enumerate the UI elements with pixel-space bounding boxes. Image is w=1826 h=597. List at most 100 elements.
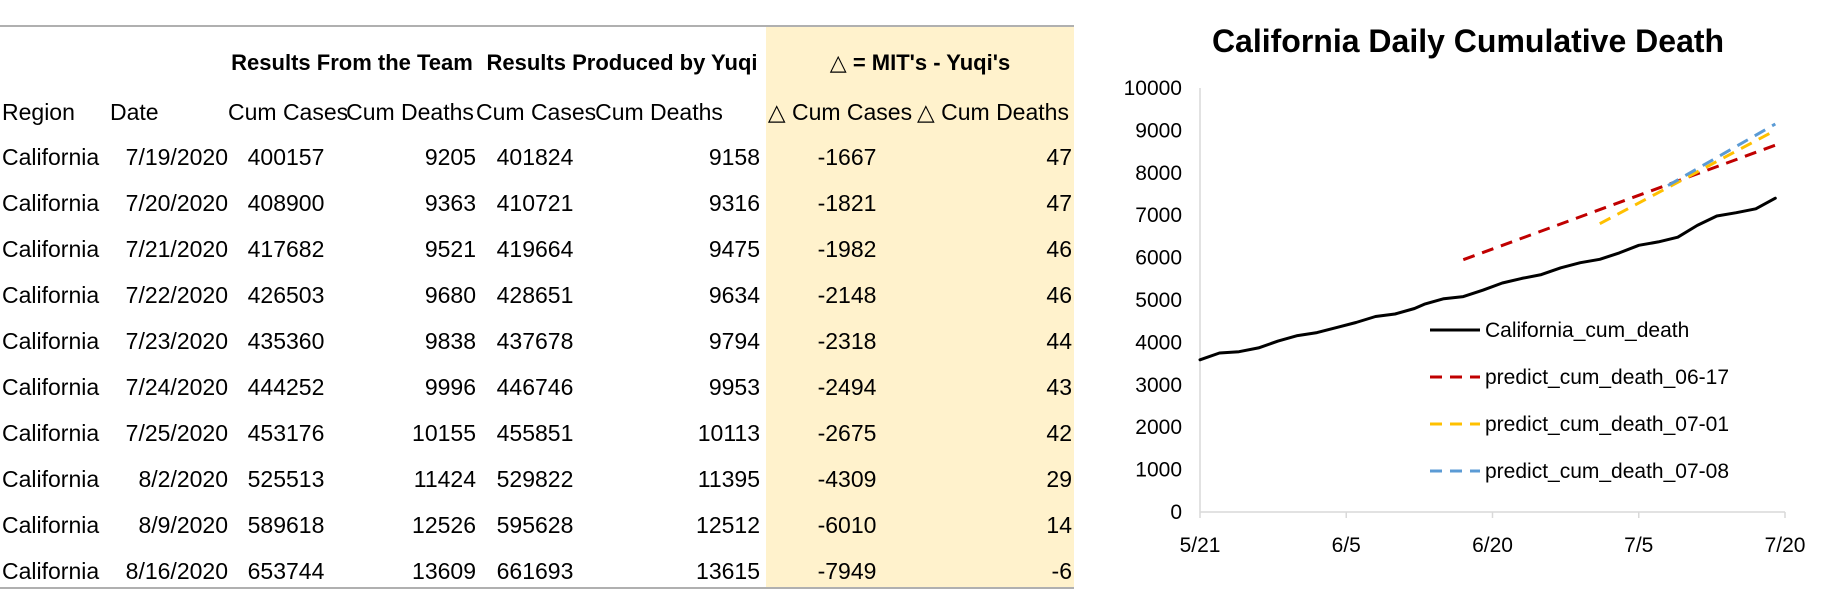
column-header: Date [110, 99, 159, 125]
table-cell: 661693 [496, 558, 574, 584]
table-cell: 426503 [247, 282, 325, 308]
chart-svg: California Daily Cumulative Death 0 1000 20… [1124, 23, 1806, 557]
table-cell: 9158 [708, 144, 760, 170]
table-top-rule [0, 25, 1074, 27]
table-cell: 46 [1046, 236, 1072, 262]
table-cell: 9205 [424, 144, 476, 170]
table-cell: 9794 [708, 328, 760, 354]
table-cell: 43 [1046, 374, 1072, 400]
table-cell: 9996 [424, 374, 476, 400]
table-cell: 10155 [412, 420, 476, 446]
y-tick-label: 10000 [1124, 77, 1182, 100]
legend-label: predict_cum_death_07-08 [1485, 460, 1729, 483]
table-cell: 455851 [496, 420, 574, 446]
y-tick-label: 9000 [1135, 119, 1182, 142]
table-cell: 437678 [496, 328, 574, 354]
table-cell: -2318 [817, 328, 877, 354]
table-cell: 47 [1046, 144, 1072, 170]
table-cell: 410721 [496, 190, 574, 216]
table-cell: 9316 [708, 190, 760, 216]
table-cell: 417682 [247, 236, 325, 262]
table-cell: 11395 [697, 466, 760, 492]
group-header-team: Results From the Team [231, 50, 473, 75]
y-tick-label: 6000 [1135, 247, 1182, 270]
x-tick-label: 7/5 [1624, 534, 1653, 557]
series-line-1 [1462, 143, 1776, 262]
table-cell: 8/16/2020 [125, 558, 228, 584]
table-cell: 7/25/2020 [125, 420, 228, 446]
delta-highlight [766, 26, 1074, 588]
table-cell: -4309 [817, 466, 877, 492]
column-header: Cum Deaths [346, 99, 474, 125]
table-cell: 9521 [424, 236, 476, 262]
table-cell: -6 [1051, 558, 1072, 584]
column-header: Cum Cases [476, 99, 597, 125]
y-tick-label: 5000 [1135, 289, 1182, 312]
table-cell: California [2, 466, 100, 492]
table-cell: 8/9/2020 [138, 512, 228, 538]
table-cell: 8/2/2020 [138, 466, 228, 492]
table-bottom-rule [0, 587, 1074, 589]
series-line-3 [1667, 122, 1777, 187]
table-cell: 47 [1046, 190, 1072, 216]
table-cell: 7/20/2020 [125, 190, 228, 216]
table-cell: 13615 [696, 558, 760, 584]
column-header: Cum Cases [228, 99, 349, 125]
x-tick-label: 5/21 [1180, 534, 1221, 557]
y-tick-label: 0 [1170, 501, 1182, 524]
table-cell: 11424 [413, 466, 476, 492]
table-cell: -7949 [817, 558, 877, 584]
table-cell: 42 [1046, 420, 1072, 446]
table-cell: 12526 [412, 512, 476, 538]
table-cell: -2494 [817, 374, 877, 400]
table-cell: 12512 [696, 512, 760, 538]
group-header-delta: △ = MIT's - Yuqi's [829, 50, 1011, 75]
y-tick-label: 1000 [1135, 459, 1182, 482]
table-cell: -1982 [817, 236, 877, 262]
table-cell: 44 [1046, 328, 1072, 354]
table-cell: 408900 [247, 190, 325, 216]
table-cell: 9363 [424, 190, 476, 216]
chart-title: California Daily Cumulative Death [1212, 23, 1724, 59]
legend-label: California_cum_death [1485, 319, 1689, 342]
table-cell: 589618 [247, 512, 325, 538]
table-cell: California [2, 236, 100, 262]
table-cell: 7/22/2020 [125, 282, 228, 308]
y-tick-label: 7000 [1135, 204, 1182, 227]
legend-label: predict_cum_death_06-17 [1485, 366, 1729, 389]
table-cell: 595628 [496, 512, 574, 538]
x-tick-label: 7/20 [1765, 534, 1806, 557]
table-cell: California [2, 558, 100, 584]
table-cell: 653744 [247, 558, 325, 584]
y-tick-label: 4000 [1135, 331, 1182, 354]
table-cell: 444252 [247, 374, 325, 400]
column-header: △ Cum Deaths [917, 99, 1069, 125]
table-cell: 9680 [424, 282, 476, 308]
table-cell: 419664 [496, 236, 574, 262]
table-cell: -2675 [817, 420, 877, 446]
x-tick-label: 6/5 [1332, 534, 1361, 557]
table-cell: California [2, 328, 100, 354]
table-cell: -6010 [817, 512, 877, 538]
table-cell: 428651 [496, 282, 574, 308]
legend-label: predict_cum_death_07-01 [1485, 413, 1729, 436]
table-cell: 401824 [496, 144, 574, 170]
y-tick-label: 8000 [1135, 162, 1182, 185]
table-cell: 9953 [708, 374, 760, 400]
table-cell: California [2, 282, 100, 308]
group-header-yuqi: Results Produced by Yuqi [486, 50, 758, 75]
table-cell: 7/21/2020 [125, 236, 228, 262]
table-cell: 10113 [697, 420, 760, 446]
table-cell: 46 [1046, 282, 1072, 308]
table-cell: California [2, 374, 100, 400]
table-cell: California [2, 144, 100, 170]
chart: California Daily Cumulative Death 0 1000 20… [1110, 0, 1826, 597]
table-cell: 7/19/2020 [125, 144, 228, 170]
table-cell: 9634 [708, 282, 760, 308]
y-tick-label: 2000 [1135, 416, 1182, 439]
table-cell: California [2, 420, 100, 446]
comparison-table: Results From the Team Results Produced b… [0, 25, 1074, 589]
table-cell: California [2, 190, 100, 216]
table-cell: 529822 [496, 466, 574, 492]
column-header: △ Cum Cases [767, 99, 913, 125]
